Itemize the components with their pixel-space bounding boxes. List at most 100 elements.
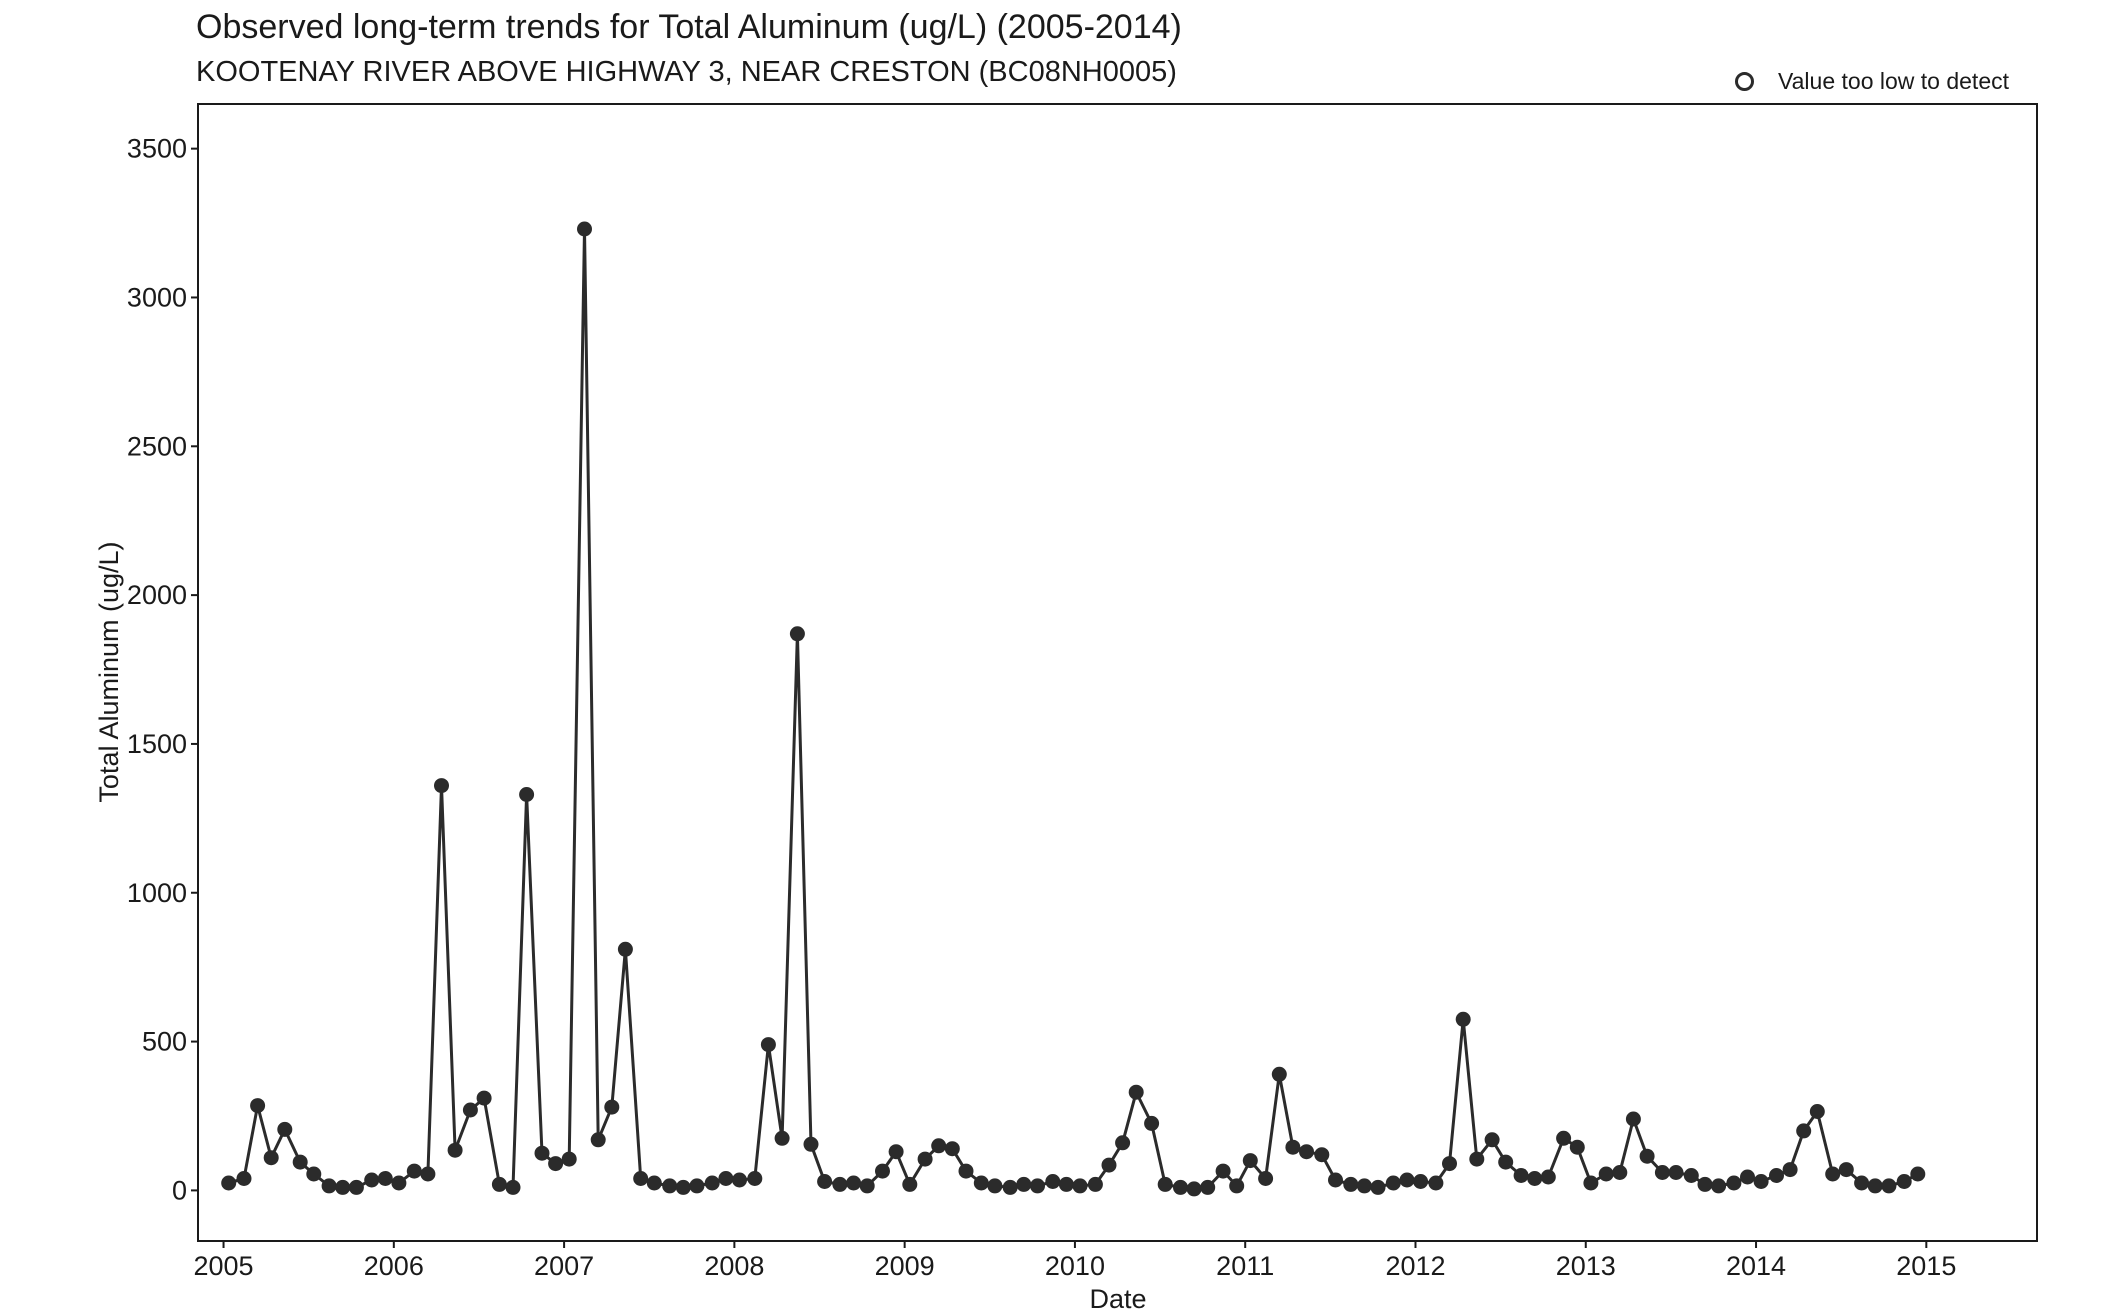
data-point [377, 1171, 393, 1186]
open-circle-legend-icon [1735, 71, 1754, 91]
data-point [1527, 1171, 1543, 1186]
data-point [1598, 1166, 1614, 1182]
data-point [1115, 1135, 1131, 1151]
data-point [505, 1179, 521, 1195]
data-point [1825, 1166, 1841, 1182]
x-tick-label: 2012 [1385, 1251, 1445, 1281]
data-point [1668, 1165, 1684, 1180]
data-point [1625, 1111, 1641, 1127]
data-point [1428, 1175, 1444, 1191]
data-point [462, 1102, 478, 1118]
data-point [1540, 1169, 1556, 1185]
data-point [774, 1130, 790, 1146]
data-point [534, 1145, 550, 1161]
data-point [364, 1172, 380, 1188]
data-point [1498, 1154, 1514, 1170]
data-point [846, 1175, 862, 1191]
data-point [221, 1175, 237, 1191]
data-point [917, 1151, 933, 1167]
data-point [617, 941, 633, 957]
data-point [1173, 1179, 1188, 1195]
data-point [1215, 1163, 1231, 1179]
y-axis-title: Total Aluminum (ug/L) [94, 541, 124, 802]
data-point [1867, 1178, 1883, 1194]
data-point [1612, 1165, 1628, 1180]
data-point [391, 1175, 407, 1191]
data-point [519, 787, 535, 802]
data-point [1058, 1176, 1074, 1192]
data-point [420, 1166, 436, 1182]
series-layer [221, 221, 1926, 1197]
data-point [1328, 1172, 1343, 1188]
data-point [689, 1178, 705, 1194]
data-point [1881, 1178, 1897, 1194]
y-tick-label: 1000 [127, 878, 187, 908]
data-point [306, 1166, 322, 1182]
data-point [1271, 1066, 1287, 1082]
data-point [1484, 1132, 1500, 1148]
x-tick-label: 2010 [1045, 1251, 1105, 1281]
data-point [1299, 1144, 1314, 1160]
data-point [1030, 1178, 1045, 1194]
data-point [1556, 1130, 1572, 1146]
x-tick-label: 2015 [1896, 1251, 1956, 1281]
data-point [1782, 1162, 1798, 1178]
data-point [1513, 1168, 1529, 1183]
data-point [1285, 1139, 1301, 1155]
data-point [987, 1178, 1003, 1194]
data-point [760, 1037, 776, 1053]
x-tick-label: 2007 [534, 1251, 594, 1281]
data-point [321, 1178, 337, 1194]
chart-subtitle: KOOTENAY RIVER ABOVE HIGHWAY 3, NEAR CRE… [196, 56, 1177, 88]
data-point [1258, 1171, 1274, 1186]
data-point [577, 221, 592, 237]
data-point [1343, 1176, 1359, 1192]
data-point [704, 1175, 720, 1191]
y-tick-label: 500 [142, 1027, 187, 1057]
data-point [250, 1098, 266, 1114]
data-point [646, 1175, 662, 1191]
data-point [817, 1174, 833, 1189]
data-point [1740, 1169, 1755, 1185]
data-point [888, 1144, 904, 1160]
plot-panel [197, 103, 2038, 1242]
x-axis: 2005 2006 2007 2008 2009 2010 2011 2012 2013 2014… [194, 1241, 1956, 1281]
data-point [803, 1136, 819, 1152]
data-point [1753, 1174, 1769, 1189]
x-tick-label: 2006 [364, 1251, 424, 1281]
data-point [1769, 1168, 1784, 1183]
data-point [447, 1142, 463, 1158]
data-point [548, 1156, 564, 1172]
data-point [1229, 1178, 1245, 1194]
data-point [1639, 1148, 1655, 1164]
data-point [931, 1138, 947, 1154]
data-point [1711, 1178, 1727, 1194]
data-point [1413, 1174, 1429, 1189]
data-point [747, 1171, 763, 1186]
data-point [1569, 1139, 1585, 1155]
data-point [902, 1176, 918, 1192]
data-point [476, 1090, 492, 1106]
legend: Value too low to detect [1735, 66, 2009, 96]
legend-label: Value too low to detect [1778, 67, 2009, 94]
data-point [1455, 1011, 1471, 1027]
data-point [1045, 1174, 1061, 1189]
y-axis: 0 500 1000 1500 2000 2500 3000 3500 [127, 134, 198, 1205]
data-point [1356, 1178, 1372, 1194]
data-point [1087, 1176, 1103, 1192]
data-point [1683, 1168, 1699, 1183]
data-point [1809, 1104, 1825, 1119]
x-tick-label: 2014 [1726, 1251, 1786, 1281]
data-point [1697, 1176, 1713, 1192]
data-point [1101, 1157, 1117, 1173]
data-point [1002, 1179, 1018, 1195]
data-point [604, 1099, 620, 1115]
x-axis-title: Date [1089, 1284, 1146, 1309]
data-point [1200, 1179, 1216, 1195]
data-point [944, 1141, 960, 1157]
data-point [1469, 1151, 1485, 1167]
data-point [1654, 1165, 1670, 1180]
data-point [1314, 1147, 1330, 1163]
data-point [491, 1176, 507, 1192]
data-point [1896, 1174, 1912, 1189]
